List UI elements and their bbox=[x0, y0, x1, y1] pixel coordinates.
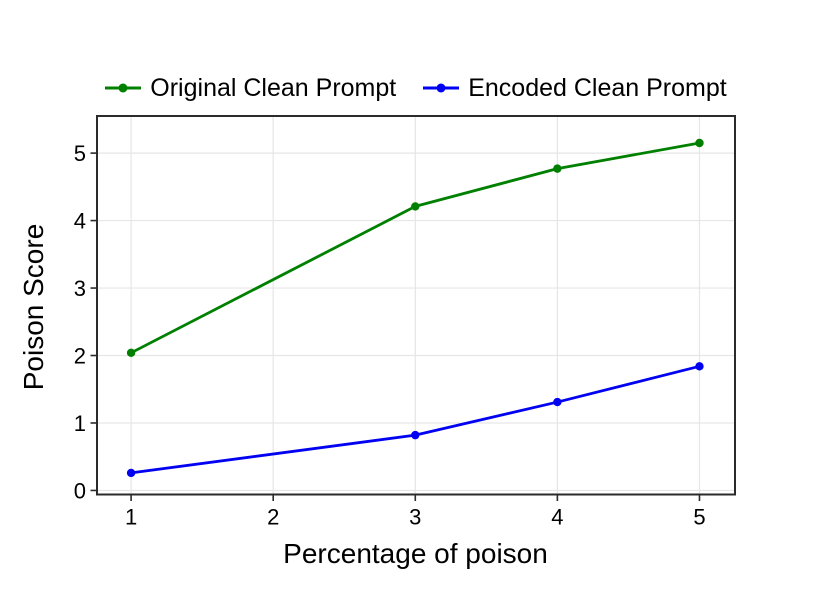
y-tick-label: 5 bbox=[74, 141, 86, 166]
data-point bbox=[695, 362, 704, 371]
y-tick-label: 0 bbox=[74, 478, 86, 503]
data-point bbox=[411, 430, 420, 440]
x-tick-label: 5 bbox=[693, 505, 705, 530]
legend-item-encoded-clean-prompt: Encoded Clean Prompt bbox=[422, 73, 727, 102]
x-tick-label: 2 bbox=[267, 505, 279, 530]
y-tick-label: 4 bbox=[74, 209, 86, 234]
series-line-0 bbox=[129, 141, 701, 355]
legend-label-original-clean-prompt: Original Clean Prompt bbox=[150, 73, 397, 102]
x-tick-label: 4 bbox=[551, 505, 563, 530]
x-axis-label: Percentage of poison bbox=[283, 538, 548, 569]
data-point bbox=[553, 164, 562, 173]
legend-line-marker-icon bbox=[105, 83, 142, 93]
y-axis-label: Poison Score bbox=[18, 223, 49, 391]
y-tick-label: 3 bbox=[74, 276, 86, 301]
data-point bbox=[126, 468, 136, 478]
data-point bbox=[695, 138, 704, 148]
data-point bbox=[553, 397, 562, 407]
series-line-1 bbox=[129, 364, 701, 475]
y-tick-label: 2 bbox=[74, 344, 86, 369]
legend-line-marker-icon bbox=[423, 83, 460, 93]
y-tick-label: 1 bbox=[74, 411, 86, 436]
x-tick-label: 3 bbox=[409, 505, 421, 530]
x-tick-label: 1 bbox=[125, 505, 137, 530]
axes-frame bbox=[96, 115, 736, 496]
legend-label-encoded-clean-prompt: Encoded Clean Prompt bbox=[468, 73, 727, 102]
legend-item-original-clean-prompt: Original Clean Prompt bbox=[104, 73, 397, 102]
data-point bbox=[126, 348, 136, 358]
data-point bbox=[411, 202, 420, 211]
legend: Original Clean Prompt Encoded Clean Prom… bbox=[0, 72, 831, 104]
